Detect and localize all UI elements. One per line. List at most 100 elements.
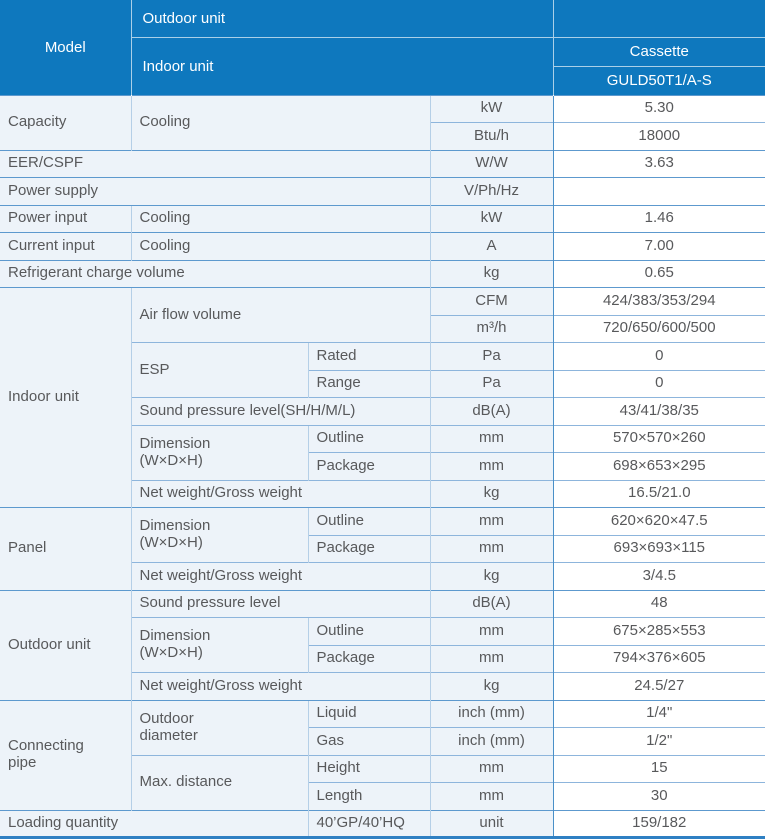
spec-label: Net weight/Gross weight: [130, 479, 430, 508]
spec-label: Net weight/Gross weight: [130, 562, 430, 590]
spec-unit: mm: [429, 534, 554, 563]
spec-row: Max. distance Height mm 15: [0, 754, 765, 810]
spec-label: Loading quantity: [0, 809, 308, 838]
spec-label: Outdoor unit: [0, 589, 131, 700]
spec-unit: mm: [429, 644, 554, 673]
spec-unit: m³/h: [429, 314, 554, 343]
spec-unit: mm: [429, 452, 554, 480]
spec-unit: CFM: [429, 287, 554, 315]
spec-row: Panel Dimension (W×D×H) Outline mm 620×620×4…: [0, 507, 765, 590]
spec-value: 1.46: [552, 204, 765, 233]
spec-unit: kg: [429, 672, 554, 700]
spec-unit: A: [429, 232, 554, 260]
outdoor-unit-header-label: Outdoor unit: [130, 0, 554, 37]
spec-value: 15: [552, 754, 765, 783]
model-header-label: Model: [0, 0, 131, 95]
spec-table-header: Model Outdoor unit Indoor unit Cassette …: [0, 0, 765, 95]
spec-unit: kg: [429, 562, 554, 590]
spec-value: 18000: [552, 122, 765, 150]
spec-row: Btu/h 18000: [0, 122, 765, 150]
spec-label: Dimension (W×D×H): [130, 617, 308, 673]
spec-unit: inch (mm): [429, 699, 554, 728]
spec-unit: dB(A): [429, 589, 554, 618]
spec-row: Refrigerant charge volume kg 0.65: [0, 259, 765, 288]
spec-row: Sound pressure level(SH/H/M/L) dB(A) 43/41…: [0, 397, 765, 425]
spec-value: 159/182: [552, 809, 765, 838]
spec-row: m³/h 720/650/600/500: [0, 314, 765, 343]
outdoor-model-cell: [552, 0, 765, 37]
spec-label: Cooling: [130, 94, 430, 150]
spec-row: Loading quantity 40’GP/40’HQ unit 159/182: [0, 809, 765, 838]
spec-row: Length mm 30: [0, 782, 765, 810]
spec-row: Package mm 693×693×115: [0, 534, 765, 563]
spec-label: Dimension (W×D×H): [130, 507, 308, 563]
spec-label: Outline: [307, 617, 430, 645]
spec-value: 1/4": [552, 699, 765, 728]
spec-value: 0: [552, 342, 765, 370]
spec-unit: mm: [429, 782, 554, 810]
spec-row: Gas inch (mm) 1/2": [0, 727, 765, 755]
spec-label: Refrigerant charge volume: [0, 259, 430, 288]
spec-label: Sound pressure level: [130, 589, 430, 618]
spec-value: 16.5/21.0: [552, 479, 765, 508]
spec-unit: kg: [429, 479, 554, 508]
spec-label: Power supply: [0, 177, 430, 205]
spec-unit: mm: [429, 617, 554, 645]
spec-label: Outline: [307, 424, 430, 453]
spec-label: Capacity: [0, 94, 131, 150]
spec-unit: kg: [429, 259, 554, 288]
spec-label: 40’GP/40’HQ: [307, 809, 430, 838]
spec-value: 7.00: [552, 232, 765, 260]
spec-label: Liquid: [307, 699, 430, 728]
spec-unit: inch (mm): [429, 727, 554, 755]
spec-unit: Btu/h: [429, 122, 554, 150]
spec-value: 424/383/353/294: [552, 287, 765, 315]
spec-label: Air flow volume: [130, 287, 430, 343]
spec-unit: W/W: [429, 149, 554, 178]
spec-row: Range Pa 0: [0, 369, 765, 398]
spec-value: 1/2": [552, 727, 765, 755]
spec-value: 794×376×605: [552, 644, 765, 673]
spec-row: Package mm 698×653×295: [0, 452, 765, 480]
spec-row: Net weight/Gross weight kg 3/4.5: [0, 562, 765, 590]
spec-unit: kW: [429, 94, 554, 123]
spec-label: Current input: [0, 232, 131, 260]
spec-table-body: Capacity Cooling kW 5.30 Btu/h 18000 EER/CSPF W…: [0, 94, 765, 838]
category-cell: Cassette: [552, 36, 765, 66]
spec-label: Package: [307, 534, 430, 563]
spec-unit: mm: [429, 424, 554, 453]
spec-label: Sound pressure level(SH/H/M/L): [130, 397, 430, 425]
spec-value: 24.5/27: [552, 672, 765, 700]
spec-label: Power input: [0, 204, 131, 233]
indoor-model-cell: GULD50T1/A-S: [552, 65, 765, 95]
spec-unit: V/Ph/Hz: [429, 177, 554, 205]
spec-row: Connecting pipe Outdoor diameter Liquid inc…: [0, 699, 765, 810]
spec-value: 0.65: [552, 259, 765, 288]
spec-value: 570×570×260: [552, 424, 765, 453]
spec-value: 693×693×115: [552, 534, 765, 563]
spec-unit: mm: [429, 754, 554, 783]
spec-row: Current input Cooling A 7.00: [0, 232, 765, 260]
spec-value: 720/650/600/500: [552, 314, 765, 343]
spec-label: Outline: [307, 507, 430, 535]
spec-value: 0: [552, 369, 765, 398]
spec-label: Package: [307, 644, 430, 673]
spec-unit: Pa: [429, 342, 554, 370]
spec-value: 43/41/38/35: [552, 397, 765, 425]
spec-value: 675×285×553: [552, 617, 765, 645]
spec-row: Package mm 794×376×605: [0, 644, 765, 673]
spec-value: [552, 177, 765, 205]
spec-label: Connecting pipe: [0, 699, 131, 810]
spec-value: 3/4.5: [552, 562, 765, 590]
spec-label: Cooling: [130, 232, 430, 260]
spec-label: Dimension (W×D×H): [130, 424, 308, 480]
spec-row: Net weight/Gross weight kg 24.5/27: [0, 672, 765, 700]
spec-label: Cooling: [130, 204, 430, 233]
spec-value: 3.63: [552, 149, 765, 178]
spec-label: Gas: [307, 727, 430, 755]
spec-label: Panel: [0, 507, 131, 590]
spec-row: Outdoor unit Sound pressure level dB(A) 48: [0, 589, 765, 700]
spec-row: EER/CSPF W/W 3.63: [0, 149, 765, 178]
